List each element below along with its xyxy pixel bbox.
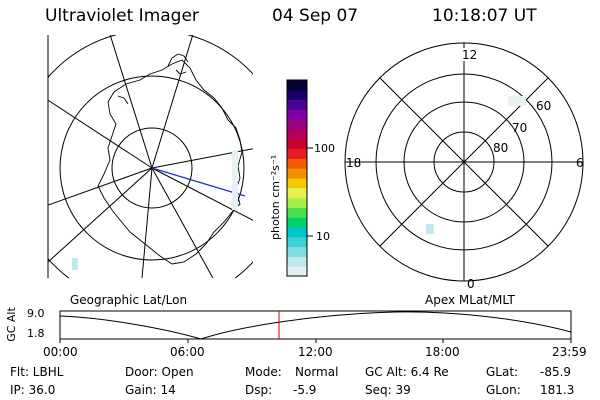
colorbar-swatch [287,119,307,130]
gc-altitude: GC Alt: 6.4 Re [365,365,449,379]
dsp-label: Dsp: [245,383,273,397]
filter-status: Flt: LBHL [10,365,64,379]
colorbar-swatch [287,168,307,179]
mlt-label-18: 18 [346,156,361,170]
mlt-dial [344,42,584,282]
colorbar-swatch [287,246,307,257]
colorbar-frame [286,79,308,277]
gain-status: Gain: 14 [125,383,176,397]
sequence-status: Seq: 39 [365,383,411,397]
altitude-curve [59,311,572,340]
meridian-line [48,99,153,169]
colorbar-swatch [287,227,307,238]
altitude-xtick: 06:00 [170,345,205,359]
meridian-line [151,167,214,278]
date-label: 04 Sep 07 [272,6,359,26]
colorbar-swatch [287,148,307,159]
emission-patch [508,96,526,106]
colorbar-swatch [287,178,307,189]
altitude-xtick: 00:00 [43,345,78,359]
mode-label: Mode: [245,365,282,379]
colorbar-swatch [287,197,307,208]
lat-label-80: 80 [493,141,508,155]
glon-label: GLon: [486,383,521,397]
colorbar-swatch [287,217,307,228]
coastline [97,59,243,265]
glon-value: 181.3 [540,383,575,397]
altitude-ylabel: GC Alt [4,307,18,342]
colorbar: 100 10 photon cm⁻²s⁻¹ [269,79,335,277]
satellite-track [151,167,246,197]
colorbar-swatch [287,207,307,218]
colorbar-unit-label: photon cm⁻²s⁻¹ [269,155,282,240]
mlt-label-12: 12 [462,48,477,62]
colorbar-swatches [287,80,307,277]
colorbar-swatch [287,158,307,169]
door-status: Door: Open [125,365,194,379]
coastline [117,53,189,105]
meridian-line [151,35,194,169]
colorbar-swatch [287,99,307,110]
meridian-line [151,167,253,221]
geographic-map [48,35,253,278]
colorbar-swatch [287,80,307,91]
altitude-xtick: 18:00 [425,345,460,359]
meridian-line [48,167,153,206]
dsp-value: -5.9 [293,383,317,397]
colorbar-swatch [287,109,307,120]
colorbar-swatch [287,236,307,248]
lat-circle-inner [111,127,193,209]
meridian-line [141,167,153,278]
colorbar-swatch [287,129,307,140]
altitude-plot [59,310,572,343]
lat-label-60: 60 [536,99,551,113]
altitude-xtick: 12:00 [298,345,333,359]
mlt-label-6: 6 [576,156,584,170]
glat-value: -85.9 [540,365,572,379]
colorbar-swatch [287,187,307,199]
colorbar-swatch [287,256,307,267]
emission-patch [72,258,78,270]
colorbar-swatch [287,138,307,150]
colorbar-swatch [287,266,307,277]
altitude-ytick: 9.0 [27,307,45,320]
altitude-xtick: 23:59 [552,345,587,359]
colorbar-tick-label: 100 [314,142,335,155]
emission-patch [426,224,434,234]
altitude-ytick: 1.8 [27,327,45,340]
lat-circle-middle [59,75,245,261]
mlt-label-0: 0 [467,277,475,291]
time-label: 10:18:07 UT [432,6,537,26]
meridian-line [109,35,153,169]
label-bg [461,48,475,61]
meridian-line [151,148,253,169]
colorbar-swatch [287,89,307,101]
instrument-title: Ultraviolet Imager [45,6,199,26]
meridian-line [48,167,153,263]
mode-value: Normal [295,365,339,379]
emission-patch [232,150,238,210]
lat-label-70: 70 [512,121,527,135]
left-map-caption: Geographic Lat/Lon [70,293,188,307]
ip-status: IP: 36.0 [10,383,56,397]
colorbar-tick-label: 10 [316,230,330,243]
glat-label: GLat: [486,365,519,379]
right-dial-caption: Apex MLat/MLT [425,293,515,307]
